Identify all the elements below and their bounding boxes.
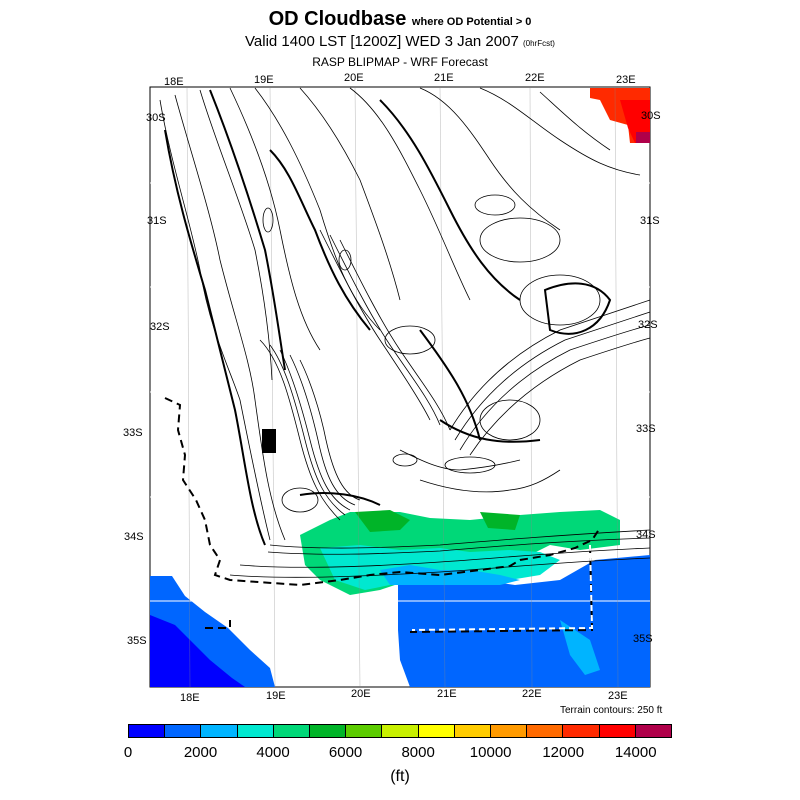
lon-label: 18E bbox=[164, 76, 184, 88]
lat-lon-grid bbox=[150, 182, 650, 602]
colorbar-swatch bbox=[418, 725, 455, 737]
lat-label: 34S bbox=[124, 531, 144, 543]
colorbar-swatch bbox=[454, 725, 492, 737]
lon-labels-bottom: 18E 19E 20E 21E 22E 23E bbox=[180, 688, 628, 704]
lon-label: 23E bbox=[608, 690, 628, 702]
lon-label: 20E bbox=[344, 72, 364, 84]
model-name: RASP BLIPMAP - WRF Forecast bbox=[312, 55, 488, 69]
coastline-inner bbox=[411, 544, 594, 631]
lat-label: 33S bbox=[123, 427, 143, 439]
lon-label: 22E bbox=[522, 688, 542, 700]
lat-label: 30S bbox=[641, 110, 661, 122]
colorbar bbox=[128, 724, 672, 738]
lat-label: 30S bbox=[146, 112, 166, 124]
colorbar-swatch bbox=[237, 725, 274, 737]
coastal-darkgreen-patch bbox=[355, 510, 410, 532]
colorbar-tick-label: 14000 bbox=[614, 744, 657, 761]
colorbar-tick-label: 4000 bbox=[256, 744, 290, 761]
peak-cloudbase-cell bbox=[636, 132, 650, 143]
lat-labels-left: 30S 31S 32S 33S 34S 35S bbox=[123, 112, 170, 647]
colorbar-tick-label: 10000 bbox=[469, 744, 512, 761]
colorbar-swatch bbox=[346, 725, 383, 737]
map-title-qualifier: where OD Potential > 0 bbox=[411, 16, 532, 28]
lon-labels-top: 18E 19E 20E 21E 22E 23E bbox=[164, 72, 636, 88]
lon-label: 23E bbox=[616, 74, 636, 86]
coastal-cyan-patch bbox=[380, 565, 520, 585]
valid-time: Valid 1400 LST [1200Z] WED 3 Jan 2007 bbox=[245, 33, 519, 50]
lat-label: 35S bbox=[633, 633, 653, 645]
colorbar-swatch bbox=[273, 725, 311, 737]
coastline bbox=[164, 397, 601, 633]
terrain-contour-note: Terrain contours: 250 ft bbox=[560, 705, 663, 716]
lat-label: 32S bbox=[150, 321, 170, 333]
coastal-darkgreen-patch-east bbox=[480, 512, 520, 530]
colorbar-swatch bbox=[382, 725, 419, 737]
forecast-hour: (0hrFcst) bbox=[522, 39, 555, 48]
colorbar-tick-label: 2000 bbox=[183, 744, 218, 761]
colorbar-swatch bbox=[310, 725, 347, 737]
colorbar-swatch bbox=[491, 725, 528, 737]
lat-label: 31S bbox=[640, 215, 660, 227]
lat-label: 31S bbox=[147, 215, 167, 227]
lon-label: 18E bbox=[180, 692, 200, 704]
colorbar-swatch bbox=[563, 725, 600, 737]
valid-time-line: Valid 1400 LST [1200Z] WED 3 Jan 2007 (0… bbox=[0, 33, 800, 50]
lat-label: 34S bbox=[636, 529, 656, 541]
lat-label: 32S bbox=[638, 319, 658, 331]
lat-lon-grid-dark bbox=[186, 86, 619, 688]
colorbar-swatch bbox=[599, 725, 636, 737]
lon-label: 21E bbox=[437, 688, 457, 700]
colorbar-tick-label: 6000 bbox=[328, 744, 363, 761]
colorbar-swatch bbox=[635, 725, 672, 737]
lon-label: 21E bbox=[434, 72, 454, 84]
lat-labels-right: 30S 31S 32S 33S 34S 35S bbox=[633, 110, 661, 645]
colorbar-swatch bbox=[165, 725, 202, 737]
colorbar-tick-label: 8000 bbox=[401, 744, 435, 761]
terrain-contours-bold bbox=[164, 89, 612, 546]
lat-label: 35S bbox=[127, 635, 147, 647]
lat-label: 33S bbox=[636, 423, 656, 435]
terrain-contours bbox=[159, 87, 651, 578]
map-title-main: OD Cloudbase bbox=[268, 8, 407, 30]
sw-ocean-dark-blue-region bbox=[150, 615, 245, 687]
colorbar-tick-label: 0 bbox=[123, 744, 133, 761]
colorbar-units: (ft) bbox=[390, 768, 410, 785]
map-title: OD Cloudbase where OD Potential > 0 bbox=[0, 8, 800, 31]
lon-label: 19E bbox=[266, 690, 286, 702]
lon-label: 19E bbox=[254, 74, 274, 86]
lon-label: 22E bbox=[525, 72, 545, 84]
colorbar-tick-label: 12000 bbox=[542, 744, 585, 761]
south-ocean-light-blue-patch bbox=[560, 620, 600, 675]
lon-label: 20E bbox=[351, 688, 371, 700]
colorbar-swatch bbox=[201, 725, 238, 737]
colorbar-swatch bbox=[129, 725, 166, 737]
colorbar-swatch bbox=[527, 725, 564, 737]
